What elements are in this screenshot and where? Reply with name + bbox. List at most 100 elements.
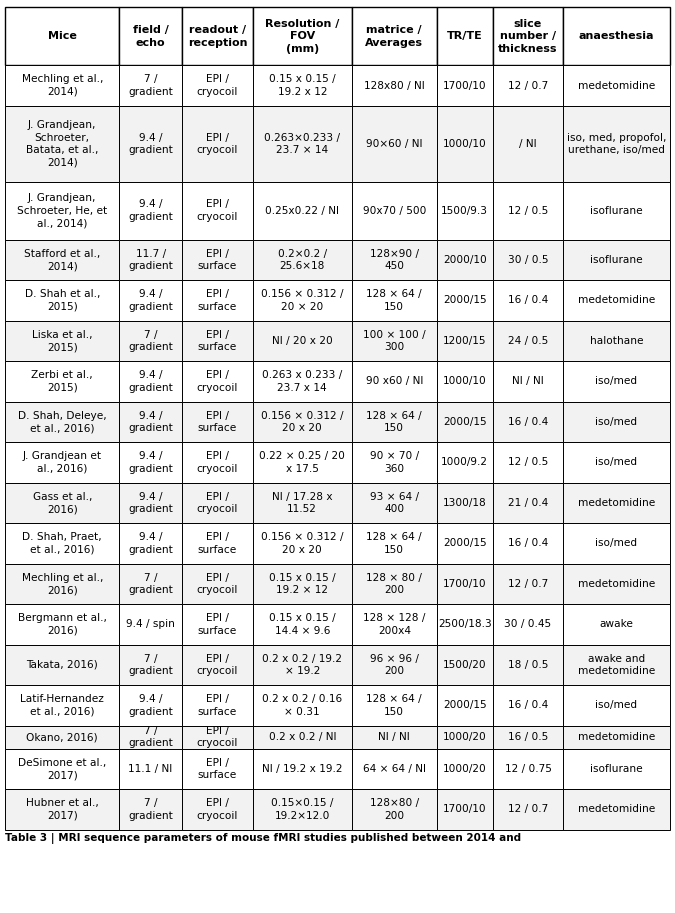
Text: 1000/9.2: 1000/9.2 <box>441 457 488 467</box>
Bar <box>493 442 563 483</box>
Bar <box>252 563 352 604</box>
Bar <box>182 182 252 240</box>
Bar <box>563 402 670 442</box>
Text: 7 /
gradient: 7 / gradient <box>128 75 173 97</box>
Bar <box>182 442 252 483</box>
Text: iso/med: iso/med <box>595 417 637 427</box>
Bar <box>352 726 437 749</box>
Bar <box>437 604 493 645</box>
Bar <box>493 726 563 749</box>
Bar <box>5 442 119 483</box>
Text: 16 / 0.4: 16 / 0.4 <box>508 700 548 710</box>
Text: 0.25x0.22 / NI: 0.25x0.22 / NI <box>265 205 340 215</box>
Bar <box>252 320 352 362</box>
Text: 12 / 0.75: 12 / 0.75 <box>504 764 551 774</box>
Bar <box>252 106 352 182</box>
Bar <box>119 362 182 402</box>
Text: 16 / 0.5: 16 / 0.5 <box>508 732 548 742</box>
Bar <box>352 442 437 483</box>
Bar <box>5 182 119 240</box>
Bar <box>493 749 563 789</box>
Text: 128 × 64 /
150: 128 × 64 / 150 <box>367 289 422 311</box>
Text: DeSimone et al.,
2017): DeSimone et al., 2017) <box>18 758 107 780</box>
Text: NI / NI: NI / NI <box>512 376 544 386</box>
Bar <box>493 789 563 830</box>
Bar <box>352 604 437 645</box>
Text: EPI /
surface: EPI / surface <box>198 758 237 780</box>
Text: 90x70 / 500: 90x70 / 500 <box>362 205 426 215</box>
Text: NI / 17.28 x
11.52: NI / 17.28 x 11.52 <box>272 492 333 514</box>
Bar <box>493 320 563 362</box>
Text: Takata, 2016): Takata, 2016) <box>26 660 98 670</box>
Text: 7 /
gradient: 7 / gradient <box>128 654 173 677</box>
Bar <box>437 402 493 442</box>
Bar <box>252 645 352 685</box>
Bar <box>493 645 563 685</box>
Text: Mechling et al.,
2014): Mechling et al., 2014) <box>22 75 103 97</box>
Text: 9.4 /
gradient: 9.4 / gradient <box>128 694 173 717</box>
Text: 64 × 64 / NI: 64 × 64 / NI <box>362 764 426 774</box>
Bar <box>437 106 493 182</box>
Text: 1300/18: 1300/18 <box>443 498 487 508</box>
Bar <box>252 604 352 645</box>
Bar <box>182 685 252 726</box>
Bar <box>119 442 182 483</box>
Text: D. Shah et al.,
2015): D. Shah et al., 2015) <box>24 289 100 311</box>
Bar <box>252 685 352 726</box>
Bar <box>5 523 119 563</box>
Text: medetomidine: medetomidine <box>578 804 655 814</box>
Bar <box>5 749 119 789</box>
Bar <box>252 726 352 749</box>
Text: EPI /
surface: EPI / surface <box>198 330 237 352</box>
Text: EPI /
surface: EPI / surface <box>198 289 237 311</box>
Bar <box>437 563 493 604</box>
Text: EPI /
surface: EPI / surface <box>198 248 237 271</box>
Bar <box>119 604 182 645</box>
Text: 1500/20: 1500/20 <box>443 660 487 670</box>
Bar <box>563 645 670 685</box>
Text: Resolution /
FOV
(mm): Resolution / FOV (mm) <box>265 19 340 54</box>
Bar <box>493 106 563 182</box>
Bar <box>119 182 182 240</box>
Text: NI / 20 x 20: NI / 20 x 20 <box>272 336 333 346</box>
Bar <box>563 182 670 240</box>
Bar <box>5 7 119 66</box>
Bar <box>119 726 182 749</box>
Bar <box>119 685 182 726</box>
Bar <box>182 726 252 749</box>
Text: iso, med, propofol,
urethane, iso/med: iso, med, propofol, urethane, iso/med <box>567 132 666 155</box>
Bar <box>352 106 437 182</box>
Bar <box>5 280 119 320</box>
Bar <box>119 7 182 66</box>
Text: Zerbi et al.,
2015): Zerbi et al., 2015) <box>31 371 93 393</box>
Text: 2000/15: 2000/15 <box>443 539 487 549</box>
Bar <box>563 442 670 483</box>
Text: isoflurane: isoflurane <box>590 764 643 774</box>
Text: isoflurane: isoflurane <box>590 255 643 265</box>
Text: 9.4 /
gradient: 9.4 / gradient <box>128 532 173 555</box>
Text: 9.4 /
gradient: 9.4 / gradient <box>128 411 173 433</box>
Text: 128×90 /
450: 128×90 / 450 <box>370 248 418 271</box>
Text: 0.15×0.15 /
19.2×12.0: 0.15×0.15 / 19.2×12.0 <box>271 798 333 821</box>
Text: 2000/15: 2000/15 <box>443 417 487 427</box>
Bar <box>182 240 252 280</box>
Bar <box>493 402 563 442</box>
Text: 12 / 0.7: 12 / 0.7 <box>508 804 548 814</box>
Bar <box>5 685 119 726</box>
Text: 7 /
gradient: 7 / gradient <box>128 726 173 749</box>
Text: 128x80 / NI: 128x80 / NI <box>364 80 425 90</box>
Text: 2000/15: 2000/15 <box>443 296 487 306</box>
Text: EPI /
cryocoil: EPI / cryocoil <box>197 451 238 474</box>
Bar <box>119 280 182 320</box>
Text: 9.4 /
gradient: 9.4 / gradient <box>128 451 173 474</box>
Bar <box>5 604 119 645</box>
Bar <box>563 320 670 362</box>
Text: 16 / 0.4: 16 / 0.4 <box>508 539 548 549</box>
Text: Mice: Mice <box>48 31 77 41</box>
Bar <box>437 685 493 726</box>
Text: 12 / 0.7: 12 / 0.7 <box>508 579 548 589</box>
Text: halothane: halothane <box>590 336 643 346</box>
Bar <box>437 523 493 563</box>
Text: 128 × 128 /
200x4: 128 × 128 / 200x4 <box>363 614 425 635</box>
Bar <box>437 362 493 402</box>
